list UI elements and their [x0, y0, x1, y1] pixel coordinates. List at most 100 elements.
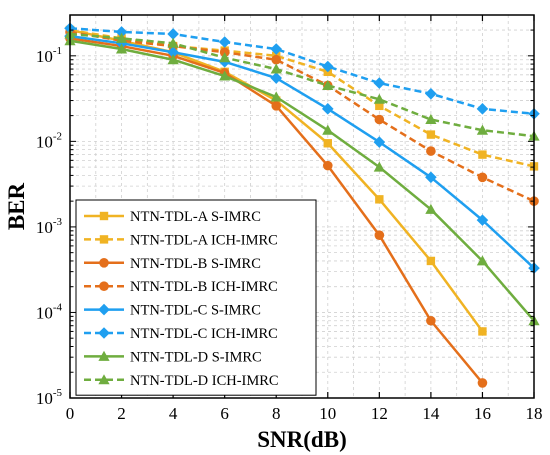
data-point: [375, 101, 384, 111]
x-axis-label: SNR(dB): [257, 427, 346, 452]
legend-entry: NTN-TDL-D ICH-IMRC: [84, 373, 279, 389]
legend-entry: NTN-TDL-A S-IMRC: [84, 209, 261, 225]
data-point: [115, 26, 128, 38]
legend-label: NTN-TDL-D ICH-IMRC: [130, 373, 279, 389]
data-point: [271, 54, 282, 65]
legend-label: NTN-TDL-A S-IMRC: [130, 209, 261, 225]
legend-entry: NTN-TDL-B S-IMRC: [84, 256, 261, 272]
data-point: [98, 350, 110, 361]
data-point: [98, 303, 110, 316]
data-point: [476, 214, 489, 226]
data-point: [373, 93, 385, 104]
data-point: [98, 374, 110, 385]
data-point: [270, 63, 282, 74]
series-line: [69, 39, 535, 322]
legend-label: NTN-TDL-A ICH-IMRC: [130, 232, 278, 248]
legend-label: NTN-TDL-D S-IMRC: [130, 349, 262, 365]
data-point: [375, 195, 384, 204]
data-point: [476, 124, 489, 135]
x-tick-label: 18: [526, 404, 543, 423]
data-point: [476, 103, 489, 115]
data-point: [374, 230, 385, 240]
data-point: [476, 255, 489, 266]
data-point: [99, 281, 109, 292]
legend-box: [75, 199, 317, 396]
series-8: [64, 28, 540, 141]
legend-label: NTN-TDL-B ICH-IMRC: [130, 279, 278, 295]
data-point: [373, 136, 386, 148]
legend-entry: NTN-TDL-D S-IMRC: [84, 349, 262, 365]
legend-entry: NTN-TDL-C ICH-IMRC: [84, 326, 278, 342]
legend-entry: NTN-TDL-A ICH-IMRC: [84, 232, 278, 248]
data-point: [426, 315, 436, 326]
x-tick-label: 14: [422, 404, 440, 423]
data-point: [270, 43, 283, 55]
x-tick-label: 12: [371, 404, 388, 423]
data-point: [478, 150, 487, 159]
data-point: [477, 172, 488, 183]
y-tick-label: 10-4: [36, 301, 63, 322]
data-point: [426, 130, 436, 139]
data-point: [167, 46, 179, 59]
data-point: [425, 203, 437, 214]
data-point: [167, 37, 179, 48]
x-tick-label: 6: [220, 404, 229, 423]
y-tick-label: 10-3: [36, 216, 63, 237]
data-point: [99, 211, 109, 221]
x-tick-label: 8: [272, 404, 281, 423]
series-line: [69, 32, 535, 138]
data-point: [115, 32, 128, 43]
x-tick-label: 2: [117, 404, 126, 423]
x-tick-label: 16: [474, 404, 491, 423]
y-tick-label: 10-2: [36, 130, 62, 151]
data-point: [219, 70, 231, 81]
data-point: [271, 101, 282, 111]
data-point: [374, 114, 385, 125]
data-point: [99, 235, 109, 244]
data-point: [322, 79, 334, 90]
legend-entry: NTN-TDL-C S-IMRC: [84, 303, 261, 319]
data-point: [270, 91, 282, 102]
plot-frame: [69, 14, 535, 399]
legend: NTN-TDL-A S-IMRC NTN-TDL-A ICH-IMRC NTN-TD…: [75, 199, 317, 396]
legend-label: NTN-TDL-C S-IMRC: [130, 303, 261, 319]
data-point: [167, 28, 179, 40]
legend-label: NTN-TDL-B S-IMRC: [130, 256, 261, 272]
data-point: [425, 171, 437, 184]
data-point: [373, 77, 386, 89]
data-point: [426, 256, 436, 266]
data-point: [478, 327, 487, 336]
series-line: [69, 34, 535, 270]
data-point: [270, 72, 283, 84]
data-point: [321, 60, 334, 73]
series-line: [69, 30, 535, 203]
plot-series: [64, 22, 540, 388]
data-point: [167, 54, 179, 65]
data-point: [426, 146, 436, 156]
data-point: [322, 160, 333, 171]
data-point: [323, 139, 332, 148]
y-axis-label: BER: [4, 182, 29, 230]
x-tick-label: 4: [169, 404, 178, 423]
x-tick-label: 10: [319, 404, 336, 423]
series-line: [69, 27, 535, 116]
data-point: [219, 52, 231, 63]
data-point: [425, 113, 437, 125]
legend-label: NTN-TDL-C ICH-IMRC: [130, 326, 278, 342]
data-point: [218, 36, 231, 48]
y-tick-label: 10-5: [36, 387, 63, 408]
legend-entry: NTN-TDL-B ICH-IMRC: [84, 279, 278, 295]
y-tick-label: 10-1: [36, 45, 62, 66]
data-point: [322, 124, 334, 135]
data-point: [99, 258, 109, 268]
data-point: [115, 43, 128, 54]
data-point: [373, 161, 385, 172]
data-point: [98, 327, 110, 339]
data-point: [425, 87, 437, 100]
data-point: [477, 378, 488, 388]
series-5: [64, 30, 540, 274]
axis-ticks: 0 2 4 6 8 10 12 14 16 18 10-5 10-4 10-3 10-2 10-1: [36, 15, 543, 423]
data-point: [321, 103, 334, 115]
x-tick-label: 0: [66, 404, 75, 423]
